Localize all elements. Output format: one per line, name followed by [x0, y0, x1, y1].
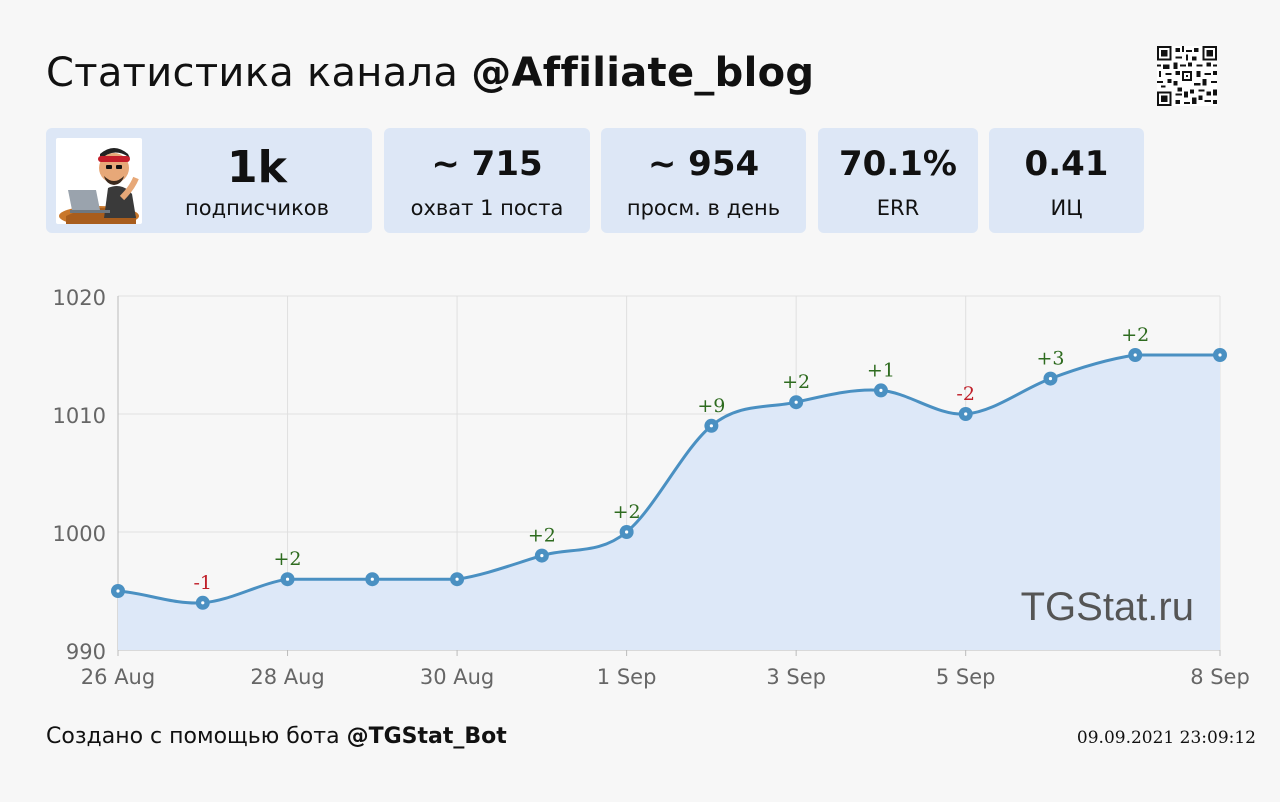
data-point-center: [964, 412, 968, 416]
stat-value: ~ 715: [431, 144, 543, 184]
subscribers-chart: 990 1000 1010 1020 26 Aug 28 Aug 30 Aug 1 Sep 3 …: [53, 286, 1250, 689]
data-label: +3: [1036, 348, 1064, 370]
data-point-center: [1048, 377, 1053, 381]
channel-handle[interactable]: @Affiliate_blog: [471, 50, 815, 96]
data-point-center: [455, 577, 459, 581]
data-label: +2: [1121, 324, 1149, 346]
stat-card-daily-views: ~ 954 просм. в день: [601, 128, 806, 233]
data-label: -2: [956, 383, 975, 405]
x-tick-label: 5 Sep: [936, 665, 996, 689]
data-label: +2: [613, 501, 641, 523]
stat-label: охват 1 поста: [410, 196, 564, 220]
x-tick-label: 8 Sep: [1190, 665, 1250, 689]
x-tick-label: 26 Aug: [81, 665, 155, 689]
stat-value: ~ 954: [647, 144, 760, 184]
stat-card-subscribers: 1k подписчиков: [46, 128, 372, 233]
footer-credit: Создано с помощью бота @TGStat_Bot: [46, 724, 507, 749]
data-point-center: [879, 388, 883, 392]
y-tick-label: 1000: [53, 522, 106, 546]
data-label: +1: [867, 359, 895, 381]
data-point-center: [625, 530, 629, 534]
x-tick-label: 30 Aug: [420, 665, 494, 689]
data-point-center: [794, 400, 798, 404]
stat-value: 70.1%: [839, 144, 957, 184]
y-tick-label: 990: [66, 640, 106, 664]
data-point-center: [709, 424, 713, 428]
timestamp: 09.09.2021 23:09:12: [1076, 728, 1256, 748]
data-label: +9: [697, 395, 725, 417]
data-point-center: [1218, 353, 1222, 357]
bot-link[interactable]: @TGStat_Bot: [346, 724, 507, 749]
data-point-center: [116, 589, 120, 593]
series-area: [118, 355, 1220, 650]
channel-avatar-icon: [56, 138, 142, 224]
data-label: -1: [194, 572, 213, 594]
data-point-center: [201, 601, 205, 605]
x-tick-label: 1 Sep: [597, 665, 657, 689]
stat-label: ERR: [876, 196, 920, 220]
stat-value: 1k: [227, 142, 287, 193]
data-label: +2: [528, 525, 556, 547]
data-point-center: [1133, 353, 1137, 357]
x-tick-label: 3 Sep: [766, 665, 826, 689]
title-prefix: Статистика канала: [46, 50, 472, 96]
series-line: [117, 353, 1220, 605]
page-title: Статистика канала @Affiliate_blog: [46, 50, 814, 96]
y-tick-label: 1010: [53, 404, 106, 428]
stat-label: просм. в день: [626, 196, 781, 220]
stat-card-err: 70.1% ERR: [818, 128, 978, 233]
watermark: TGStat.ru: [1021, 585, 1194, 629]
footer-prefix: Создано с помощью бота: [46, 724, 347, 749]
stat-card-citation-index: 0.41 ИЦ: [989, 128, 1144, 233]
stat-value: 0.41: [1024, 144, 1109, 184]
x-tick-label: 28 Aug: [250, 665, 324, 689]
stat-label: подписчиков: [185, 196, 329, 220]
stat-label: ИЦ: [1050, 196, 1083, 220]
qr-code-icon[interactable]: [1157, 46, 1217, 106]
stat-card-reach: ~ 715 охват 1 поста: [384, 128, 590, 233]
data-point-center: [370, 577, 374, 581]
data-point-center: [540, 554, 544, 558]
y-tick-label: 1020: [53, 286, 106, 310]
data-label: +2: [782, 371, 810, 393]
data-point-center: [285, 577, 290, 581]
data-label: +2: [274, 548, 302, 570]
